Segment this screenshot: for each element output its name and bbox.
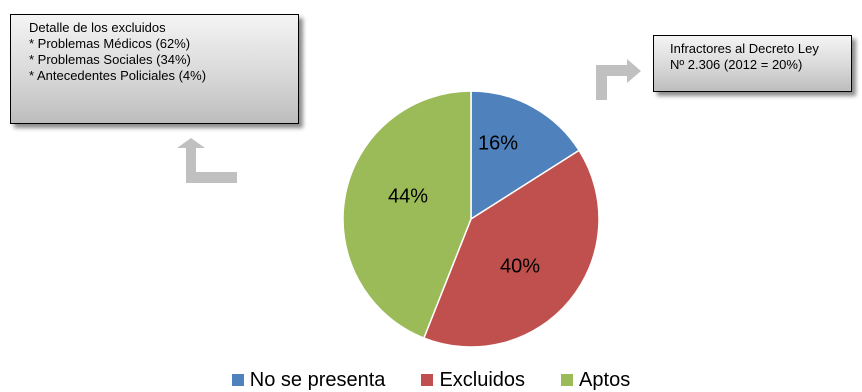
legend: No se presenta Excluidos Aptos	[0, 368, 862, 392]
legend-swatch	[421, 374, 434, 386]
bent-up-arrow-icon	[177, 138, 237, 183]
infractores-line: Nº 2.306 (2012 = 20%)	[670, 57, 803, 72]
pie-slice-aptos	[342, 90, 472, 339]
excluded-detail-item: * Antecedentes Policiales (4%)	[29, 68, 207, 83]
legend-item-aptos: Aptos	[561, 368, 630, 392]
legend-item-excluidos: Excluidos	[421, 368, 525, 392]
legend-swatch	[561, 374, 574, 386]
excluded-detail-title: Detalle de los excluidos	[29, 20, 166, 35]
legend-label: No se presenta	[249, 369, 386, 391]
infractores-callout: Infractores al Decreto Ley Nº 2.306 (201…	[653, 35, 852, 92]
legend-label: Aptos	[579, 369, 631, 391]
pie-data-label: 44%	[388, 185, 428, 207]
legend-item-no-se-presenta: No se presenta	[231, 368, 386, 392]
pie-slice-no-se-presenta	[470, 90, 581, 221]
pie-labels: 16% 40% 44%	[388, 132, 540, 277]
legend-label: Excluidos	[439, 369, 526, 391]
bent-right-arrow-icon	[596, 59, 641, 100]
pie-slice-excluidos	[422, 149, 600, 348]
infractores-line: Infractores al Decreto Ley	[670, 41, 819, 56]
excluded-detail-list: * Problemas Médicos (62%) * Problemas So…	[29, 36, 298, 84]
pie-data-label: 40%	[500, 255, 540, 277]
excluded-detail-item: * Problemas Sociales (34%)	[29, 52, 191, 67]
pie-slices	[342, 90, 600, 348]
excluded-detail-callout: Detalle de los excluidos * Problemas Méd…	[10, 14, 299, 124]
pie-chart: 16% 40% 44%	[177, 59, 641, 348]
pie-data-label: 16%	[478, 132, 518, 154]
excluded-detail-item: * Problemas Médicos (62%)	[29, 36, 191, 51]
legend-swatch	[231, 374, 244, 386]
